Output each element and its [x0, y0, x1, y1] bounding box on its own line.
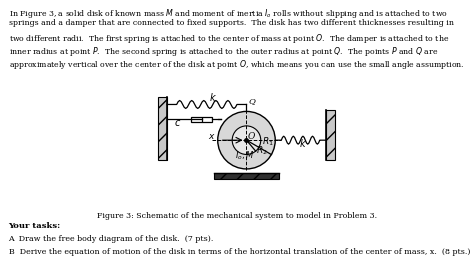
Bar: [214, 173, 279, 179]
Text: $c$: $c$: [174, 118, 182, 128]
Text: two different radii.  The first spring is attached to the center of mass at poin: two different radii. The first spring is…: [9, 32, 449, 45]
Text: A  Draw the free body diagram of the disk.  (7 pts).: A Draw the free body diagram of the disk…: [9, 235, 214, 244]
Circle shape: [232, 126, 261, 154]
Text: $R_1$: $R_1$: [262, 136, 274, 148]
Text: Figure 3: Schematic of the mechanical system to model in Problem 3.: Figure 3: Schematic of the mechanical sy…: [97, 212, 377, 220]
Text: Your tasks:: Your tasks:: [9, 222, 61, 230]
Text: P: P: [238, 118, 244, 126]
Text: $x$: $x$: [209, 132, 216, 141]
Text: springs and a damper that are connected to fixed supports.  The disk has two dif: springs and a damper that are connected …: [9, 19, 454, 28]
Text: approximately vertical over the center of the disk at point $O$, which means you: approximately vertical over the center o…: [9, 58, 464, 71]
Text: $k$: $k$: [299, 136, 307, 148]
Text: $I_o, M$: $I_o, M$: [235, 149, 254, 162]
Bar: [158, 97, 167, 160]
Bar: [326, 111, 335, 160]
Circle shape: [218, 111, 275, 169]
Bar: [191, 117, 211, 121]
Text: O: O: [248, 132, 255, 141]
Text: $k$: $k$: [209, 91, 217, 103]
Text: inner radius at point $P$.  The second spring is attached to the outer radius at: inner radius at point $P$. The second sp…: [9, 45, 438, 58]
Text: B  Derive the equation of motion of the disk in terms of the horizontal translat: B Derive the equation of motion of the d…: [9, 248, 470, 256]
Text: In Figure 3, a solid disk of known mass $M$ and moment of inertia $I_o$ rolls wi: In Figure 3, a solid disk of known mass …: [9, 7, 447, 20]
Text: Q: Q: [248, 97, 255, 105]
Text: $R_2$: $R_2$: [256, 144, 267, 156]
